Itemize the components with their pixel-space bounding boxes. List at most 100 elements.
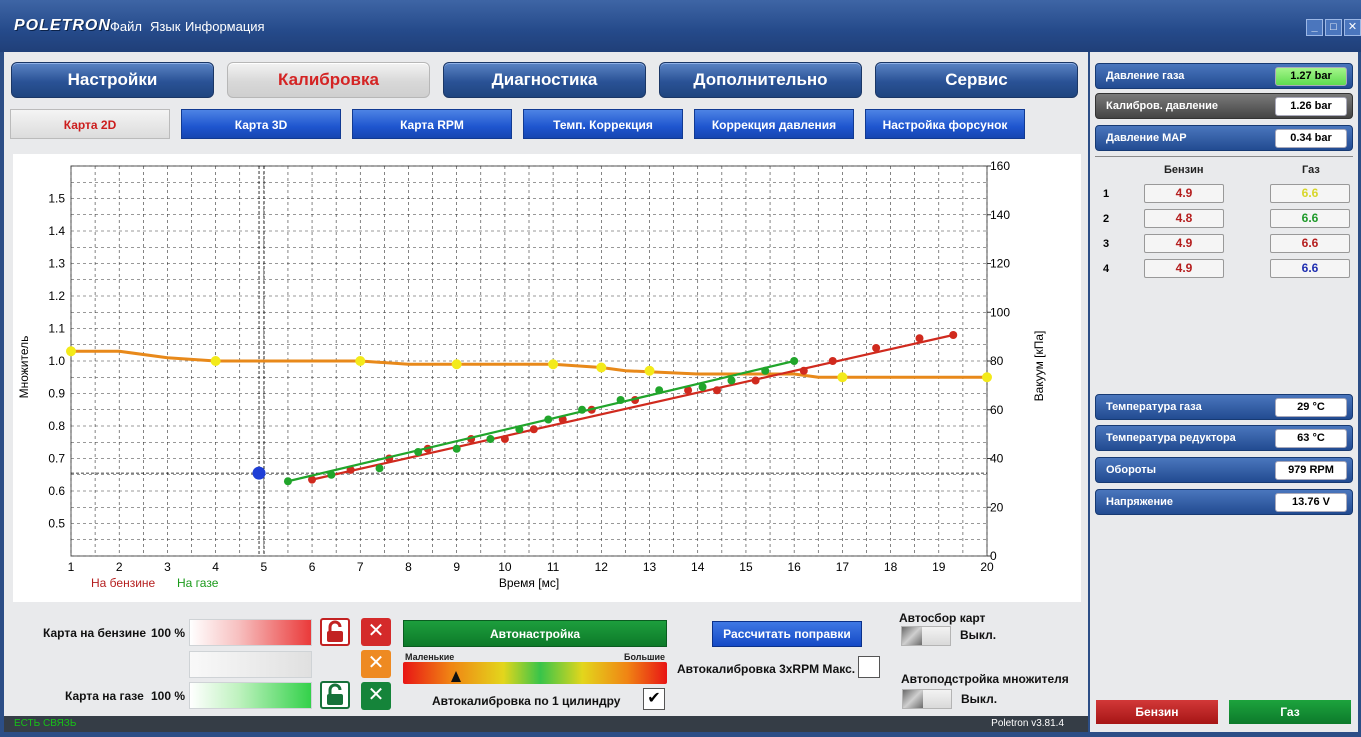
voltage-label: Напряжение [1106,496,1173,508]
autocal-cylinder-label: Автокалибровка по 1 цилиндру [432,694,621,708]
autoadjust-state: Выкл. [961,692,998,706]
sensor-panel: Давление газа 1.27 bar Калибров. давлени… [1090,52,1358,732]
gas-column-header: Газ [1302,164,1320,176]
petrol-clear-icon[interactable]: ✕ [361,618,391,646]
calculate-corrections-button[interactable]: Рассчитать поправки [712,621,862,647]
cursor-point [252,466,266,480]
voltage-value: 13.76 V [1275,493,1347,512]
autocollect-toggle[interactable] [901,626,951,646]
autocal-rpm-label: Автокалибровка 3xRPM Макс. [677,662,856,676]
y-tick-label: 1.5 [48,192,65,206]
gas-map-percent: 100 % [151,689,186,703]
gas-temp-row: Температура газа 29 °C [1095,394,1353,420]
menu-file[interactable]: Файл [110,19,142,34]
x-axis-label: Время [мс] [499,576,559,590]
multiplier-handle [210,356,221,366]
x-tick-label: 3 [164,560,171,574]
map-pressure-label: Давление MAP [1106,132,1187,144]
maximize-button[interactable]: □ [1325,19,1342,36]
gas-data-point [698,383,707,391]
autocal-cylinder-checkbox[interactable]: ✔ [643,688,665,710]
both-clear-icon[interactable]: ✕ [361,650,391,678]
y2-tick-label: 140 [990,208,1010,222]
gas-data-point [283,477,292,486]
multiplier-handle [355,356,366,366]
petrol-data-point [308,475,317,484]
minimize-button[interactable]: _ [1306,19,1323,36]
y2-tick-label: 160 [990,159,1010,173]
petrol-unlock-icon[interactable] [320,618,350,646]
tab-diagnostics[interactable]: Диагностика [443,62,646,98]
x-tick-label: 8 [405,560,412,574]
subtab-injector-settings[interactable]: Настройка форсунок [865,109,1025,139]
cylinder-number: 1 [1103,188,1110,200]
close-button[interactable]: ✕ [1344,19,1361,36]
x-tick-label: 10 [498,560,512,574]
slider-marker[interactable] [450,671,461,682]
x-tick-label: 1 [68,560,75,574]
autotune-sensitivity-slider[interactable] [403,662,667,684]
calibration-chart[interactable]: 1 2 3 4 5 6 7 8 9 10 11 12 13 14 15 16 17 18 19 20 0.5 0.6 0.7… [13,154,1081,602]
subtab-pressure-correction[interactable]: Коррекция давления [694,109,854,139]
x-tick-label: 7 [357,560,364,574]
tab-settings[interactable]: Настройки [11,62,214,98]
x-tick-label: 19 [932,560,946,574]
multiplier-handle [548,359,559,370]
gas-data-point [727,376,736,385]
menu-language[interactable]: Язык [150,19,181,34]
status-bar: ЕСТЬ СВЯЗЬ Poletron v3.81.4 [4,716,1088,732]
calib-pressure-row: Калибров. давление 1.26 bar [1095,93,1353,119]
toggle-knob [902,627,922,645]
version-label: Poletron v3.81.4 [991,718,1064,729]
gas-temp-value: 29 °C [1275,398,1347,417]
gas-data-point [790,357,799,365]
subtab-temp-correction[interactable]: Темп. Коррекция [523,109,683,139]
multiplier-handle [451,359,462,370]
legend-gas: На газе [177,576,219,590]
map-pressure-row: Давление MAP 0.34 bar [1095,125,1353,151]
tab-service[interactable]: Сервис [875,62,1078,98]
petrol-map-bar[interactable] [189,619,312,646]
gas-map-bar[interactable] [189,682,312,709]
toggle-knob [903,690,923,708]
cylinder-gas-value: 6.6 [1270,234,1350,253]
gas-pressure-label: Давление газа [1106,70,1185,82]
chart-svg[interactable]: 1 2 3 4 5 6 7 8 9 10 11 12 13 14 15 16 17 18 19 200.50.60.7… [13,154,1081,602]
x-tick-label: 12 [595,560,609,574]
subtab-map-rpm[interactable]: Карта RPM [352,109,512,139]
gas-pressure-value: 1.27 bar [1275,67,1347,86]
gas-data-point [655,386,664,395]
x-tick-label: 4 [212,560,219,574]
legend-petrol: На бензине [91,576,156,590]
gas-data-point [452,444,461,453]
cylinder-number: 2 [1103,213,1110,225]
map-pressure-value: 0.34 bar [1275,129,1347,148]
x-tick-label: 13 [643,560,657,574]
autocal-rpm-checkbox[interactable] [858,656,880,678]
autoadjust-label: Автоподстройка множителя [901,672,1069,686]
subtab-map-3d[interactable]: Карта 3D [181,109,341,139]
gas-button[interactable]: Газ [1229,700,1351,724]
petrol-data-point [684,386,693,395]
petrol-data-point [828,357,837,365]
gas-data-point [375,464,384,473]
gas-unlock-icon[interactable] [320,681,350,709]
x-tick-label: 11 [547,560,560,574]
gas-clear-icon[interactable]: ✕ [361,682,391,710]
y-tick-label: 1.2 [48,289,65,303]
scale-large-label: Большие [624,652,666,662]
autoadjust-toggle[interactable] [902,689,952,709]
cylinder-petrol-value: 4.8 [1144,209,1224,228]
petrol-button[interactable]: Бензин [1096,700,1218,724]
connection-status: ЕСТЬ СВЯЗЬ [14,718,77,729]
gas-map-label: Карта на газе [65,689,144,703]
neutral-map-bar [189,651,312,678]
calib-pressure-label: Калибров. давление [1106,100,1219,112]
menu-info[interactable]: Информация [185,19,265,34]
gas-data-point [544,415,553,424]
main-panel: Настройки Калибровка Диагностика Дополни… [4,52,1088,732]
subtab-map-2d[interactable]: Карта 2D [10,109,170,139]
autotune-button[interactable]: Автонастройка [403,620,667,647]
tab-additional[interactable]: Дополнительно [659,62,862,98]
tab-calibration[interactable]: Калибровка [227,62,430,98]
